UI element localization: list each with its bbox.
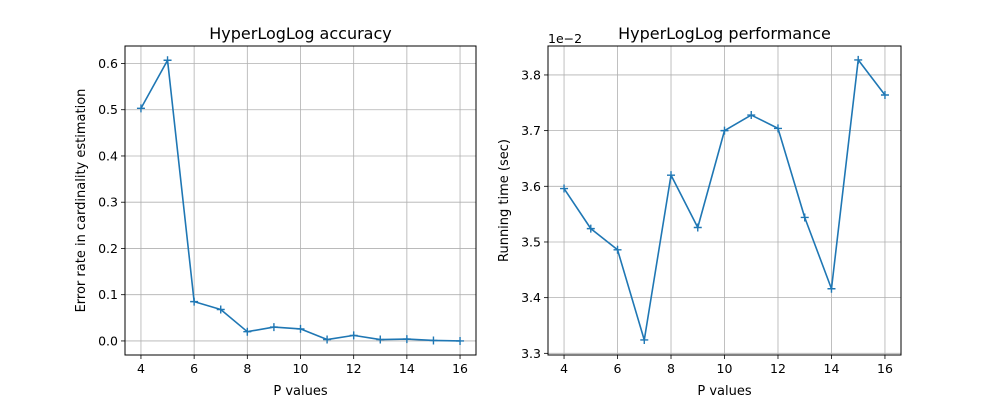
accuracy-y-tick-label: 0.1 (98, 287, 118, 302)
performance-x-tick-label: 16 (877, 361, 893, 376)
accuracy-x-tick-label: 8 (243, 361, 251, 376)
performance-data-point-marker (667, 171, 676, 180)
accuracy-data-point-marker (190, 297, 199, 306)
performance-data-point-marker (613, 245, 622, 254)
performance-grid (548, 46, 901, 355)
accuracy-x-tick-label: 6 (190, 361, 198, 376)
accuracy-data-point-marker (243, 327, 252, 336)
performance-x-tick-label: 4 (560, 361, 568, 376)
accuracy-y-tick-label: 0.4 (98, 148, 118, 163)
performance-x-tick-label: 10 (717, 361, 733, 376)
accuracy-series (136, 56, 465, 345)
accuracy-data-point-marker (402, 335, 411, 344)
performance-data-point-marker (693, 223, 702, 232)
performance-y-axis-label: Running time (sec) (497, 139, 512, 262)
performance-data-point-marker (827, 284, 836, 293)
performance-ticks: 4 6 8 10 12 14 16 3.3 3.4 3.5 3.6 3.7 3.8 (521, 67, 893, 376)
accuracy-x-tick-label: 14 (399, 361, 415, 376)
performance-chart-title: HyperLogLog performance (618, 24, 831, 43)
performance-data-point-marker (586, 224, 595, 233)
performance-y-tick-label: 3.5 (521, 234, 541, 249)
accuracy-y-tick-label: 0.3 (98, 195, 118, 210)
performance-data-point-marker (747, 111, 756, 120)
performance-y-tick-label: 3.3 (521, 346, 541, 361)
accuracy-x-tick-label: 4 (137, 361, 145, 376)
accuracy-data-point-marker (323, 335, 332, 344)
performance-data-point-marker (640, 335, 649, 344)
accuracy-data-point-marker (429, 336, 438, 345)
accuracy-data-point-marker (216, 305, 225, 314)
accuracy-x-tick-label: 16 (452, 361, 468, 376)
performance-x-axis-label: P values (697, 384, 751, 399)
performance-chart: 4 6 8 10 12 14 16 3.3 3.4 3.5 3.6 3.7 3.8 HyperLogLo… (497, 24, 902, 399)
performance-x-tick-label: 12 (770, 361, 786, 376)
performance-x-tick-label: 8 (667, 361, 675, 376)
performance-y-tick-label: 3.8 (521, 67, 541, 82)
accuracy-x-tick-label: 10 (293, 361, 309, 376)
accuracy-chart-title: HyperLogLog accuracy (209, 24, 392, 43)
accuracy-chart: 4 6 8 10 12 14 16 0.0 0.1 0.2 0.3 0.4 0.5 0.6 HyperLo… (74, 24, 477, 399)
performance-x-tick-label: 6 (614, 361, 622, 376)
accuracy-data-point-marker (349, 331, 358, 340)
accuracy-data-point-marker (296, 324, 305, 333)
performance-data-point-marker (880, 90, 889, 99)
accuracy-data-point-marker (456, 336, 465, 345)
performance-y-tick-label: 3.4 (521, 290, 541, 305)
performance-data-point-marker (773, 124, 782, 133)
accuracy-y-tick-label: 0.0 (98, 333, 118, 348)
accuracy-data-point-marker (376, 335, 385, 344)
accuracy-data-point-marker (269, 323, 278, 332)
performance-data-point-marker (720, 126, 729, 135)
performance-series (560, 55, 889, 344)
performance-data-point-marker (854, 55, 863, 64)
accuracy-y-axis-label: Error rate in cardinality estimation (74, 89, 89, 313)
performance-y-offset-text: 1e−2 (548, 31, 582, 46)
accuracy-y-tick-label: 0.5 (98, 102, 118, 117)
accuracy-x-tick-label: 12 (346, 361, 362, 376)
accuracy-grid (125, 46, 476, 355)
performance-data-point-marker (560, 184, 569, 193)
accuracy-data-point-marker (136, 104, 145, 113)
accuracy-ticks: 4 6 8 10 12 14 16 0.0 0.1 0.2 0.3 0.4 0.5 0.6 (98, 56, 468, 376)
performance-data-point-marker (800, 213, 809, 222)
accuracy-data-point-marker (163, 56, 172, 65)
performance-y-tick-label: 3.6 (521, 179, 541, 194)
accuracy-y-tick-label: 0.2 (98, 241, 118, 256)
accuracy-y-tick-label: 0.6 (98, 56, 118, 71)
performance-x-tick-label: 14 (824, 361, 840, 376)
accuracy-x-axis-label: P values (273, 384, 327, 399)
performance-y-tick-label: 3.7 (521, 123, 541, 138)
